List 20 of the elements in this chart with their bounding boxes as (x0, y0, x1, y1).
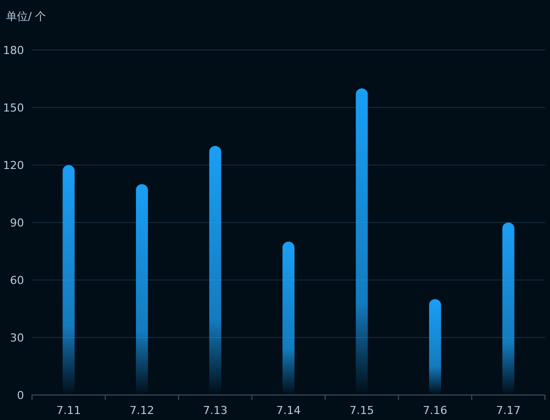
x-tick-label: 7.13 (202, 404, 228, 417)
x-tick-label: 7.15 (350, 404, 374, 417)
x-tick-label: 7.16 (422, 404, 448, 417)
x-tick-label: 7.12 (130, 404, 154, 417)
y-tick-label: 0 (17, 389, 24, 402)
bar (429, 299, 442, 395)
bar (282, 242, 294, 395)
y-tick-label: 30 (10, 332, 24, 344)
y-tick-label: 60 (10, 274, 24, 287)
x-tick-label: 7.17 (496, 404, 521, 417)
bar (136, 184, 148, 395)
bar (62, 165, 75, 395)
x-tick-label: 7.14 (276, 404, 301, 417)
y-tick-label: 90 (10, 216, 24, 230)
y-tick-label: 150 (3, 102, 24, 114)
y-tick-label: 120 (3, 159, 24, 172)
x-tick-label: 7.11 (56, 404, 81, 417)
bar (502, 222, 514, 395)
y-tick-label: 180 (3, 44, 24, 57)
y-axis-title: 单位/ 个 (6, 10, 46, 23)
